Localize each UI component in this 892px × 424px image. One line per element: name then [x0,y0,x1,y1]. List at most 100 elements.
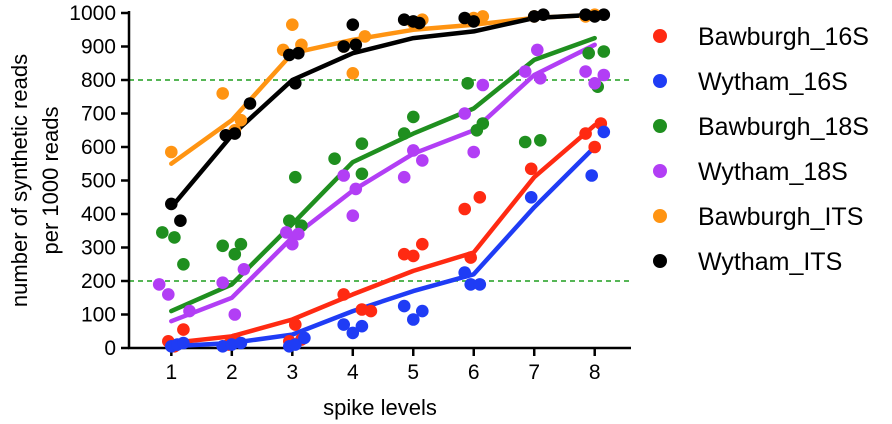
data-point-Wytham_18S [397,170,411,184]
x-tick-label: 2 [226,361,238,384]
data-point-Bawburgh_ITS [165,145,178,159]
legend-marker [653,209,667,223]
legend-marker [653,119,667,133]
legend-label: Wytham_16S [698,68,848,96]
series-line-Wytham_18S [169,42,597,324]
x-axis-title: spike levels [323,395,437,420]
data-point-Bawburgh_ITS [346,67,360,80]
data-point-Wytham_18S [476,78,490,92]
y-tick-label: 200 [81,270,116,293]
data-point-Wytham_18S [534,72,547,85]
legend-label: Bawburgh_ITS [698,203,863,231]
data-point-Wytham_16S [346,326,360,340]
legend-label: Wytham_18S [698,158,848,186]
legend-marker [653,254,667,268]
data-point-Bawburgh_ITS [358,30,372,43]
data-point-Wytham_18S [162,288,175,301]
data-point-Wytham_16S [597,125,611,139]
data-point-Wytham_ITS [346,18,360,32]
data-point-Wytham_18S [292,227,305,241]
x-tick-label: 1 [165,361,177,384]
y-tick-label: 300 [81,237,116,260]
data-point-Bawburgh_ITS [216,87,229,100]
data-point-Wytham_18S [407,144,420,157]
data-point-Wytham_18S [588,77,601,90]
y-tick-label: 700 [81,103,116,126]
data-point-Wytham_18S [467,145,481,159]
y-tick-label: 800 [81,69,116,92]
data-point-Bawburgh_18S [597,45,611,58]
y-tick-label: 500 [81,170,116,193]
data-point-Bawburgh_18S [534,134,547,147]
data-point-Wytham_ITS [349,38,363,52]
data-point-Bawburgh_16S [458,202,472,216]
legend-label: Bawburgh_18S [698,113,869,141]
data-point-Bawburgh_18S [582,46,595,60]
y-tick-label: 400 [81,203,116,226]
data-point-Wytham_18S [286,237,299,251]
x-tick-label: 5 [407,361,419,384]
data-point-Bawburgh_18S [228,247,242,261]
x-tick-label: 4 [347,361,359,384]
data-point-Bawburgh_18S [476,117,490,130]
data-point-Bawburgh_16S [177,323,190,336]
data-point-Wytham_16S [337,318,351,331]
data-point-Wytham_18S [579,65,592,78]
legend-marker [653,29,667,43]
data-point-Wytham_16S [524,191,538,204]
data-point-Wytham_16S [473,278,487,291]
data-point-Wytham_18S [416,154,429,167]
data-point-Wytham_18S [531,43,544,57]
data-point-Wytham_18S [349,182,363,196]
reference-lines [129,79,631,282]
y-tick-label: 900 [81,36,116,59]
data-point-Wytham_18S [346,209,360,222]
x-tick-label: 3 [286,361,298,384]
data-point-Wytham_ITS [467,15,481,28]
x-ticks: 1 2 3 4 5 6 7 8 [165,348,601,384]
data-point-Wytham_18S [337,169,351,182]
data-point-Bawburgh_18S [407,110,420,124]
data-point-Bawburgh_16S [407,249,420,263]
data-point-Wytham_18S [183,304,196,318]
data-point-Wytham_18S [458,107,472,120]
data-point-Bawburgh_18S [355,137,369,150]
data-point-Wytham_ITS [228,127,242,140]
data-point-Bawburgh_16S [579,127,592,140]
y-tick-label: 600 [81,136,116,159]
data-point-Bawburgh_18S [168,231,181,244]
data-point-Wytham_18S [152,278,166,291]
data-point-Wytham_18S [518,65,532,78]
data-point-Wytham_ITS [289,77,302,90]
data-point-Wytham_18S [597,68,611,82]
data-point-Wytham_18S [228,308,242,321]
y-tick-label: 1000 [69,2,116,25]
data-point-Bawburgh_16S [364,304,378,318]
data-point-Bawburgh_16S [337,288,351,301]
data-point-Wytham_ITS [597,8,611,21]
x-tick-label: 8 [589,361,601,384]
data-point-Wytham_ITS [337,40,351,53]
data-point-Bawburgh_18S [518,135,532,149]
data-point-Wytham_ITS [537,8,550,21]
data-point-Bawburgh_16S [524,162,538,176]
y-tick-label: 0 [104,337,116,360]
data-point-Wytham_18S [237,263,251,276]
data-point-Bawburgh_18S [355,167,369,181]
data-point-Bawburgh_18S [289,170,302,184]
data-point-Wytham_16S [177,336,190,350]
data-point-Bawburgh_18S [461,77,475,90]
legend-label: Bawburgh_16S [698,23,869,51]
series-lines [169,12,597,349]
data-point-Bawburgh_16S [588,140,601,154]
data-point-Wytham_16S [458,266,472,279]
data-point-Wytham_16S [234,336,248,350]
data-point-Bawburgh_16S [464,251,478,264]
data-points [152,8,611,353]
legend-label: Wytham_ITS [698,248,842,276]
data-point-Wytham_16S [355,319,369,333]
y-ticks: 0 100 200 300 400 500 600 700 800 900 1000 [69,2,129,360]
data-point-Bawburgh_16S [473,191,487,204]
legend-marker [653,164,667,178]
